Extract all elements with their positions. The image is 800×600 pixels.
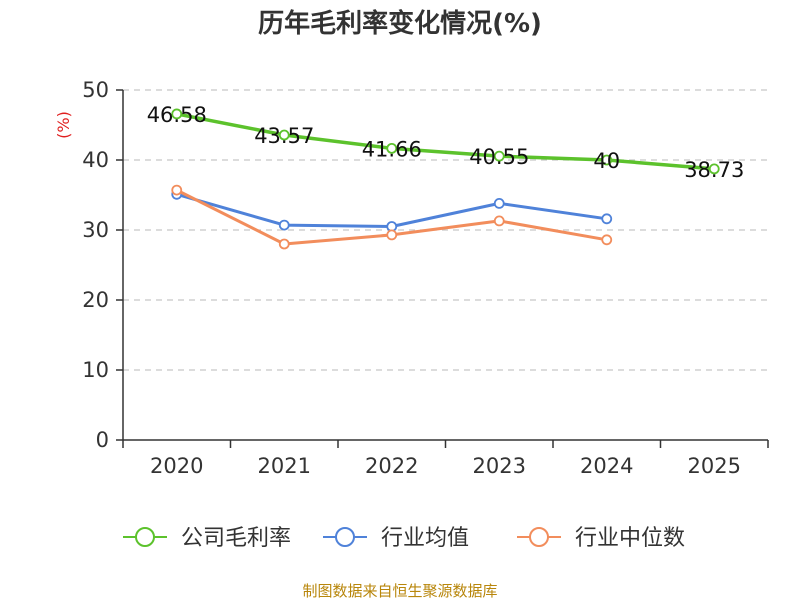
legend-marker-1 <box>335 527 355 547</box>
series-1-point-2024 <box>601 213 613 225</box>
series-2-point-2021 <box>278 238 290 250</box>
x-tick-label-2020: 2020 <box>150 454 203 478</box>
x-tick-label-2025: 2025 <box>688 454 741 478</box>
data-label-2022: 41.66 <box>362 137 422 161</box>
series-2-point-2024 <box>601 234 613 246</box>
series-1-point-2021 <box>278 219 290 231</box>
legend-marker-2 <box>529 527 549 547</box>
legend-label-0: 公司毛利率 <box>181 526 291 551</box>
grid-layer <box>123 89 768 371</box>
legend-label-1: 行业均值 <box>381 526 469 551</box>
axis-layer: 0 10 20 30 40 50 2020 2021 2022 2023 2024 2025 <box>82 78 769 478</box>
data-label-2021: 43.57 <box>254 124 314 148</box>
series-1-point-2023 <box>493 197 505 209</box>
chart-title: 历年毛利率变化情况(%) <box>258 8 542 39</box>
y-tick-label-20: 20 <box>82 288 109 312</box>
series-2-point-2023 <box>493 215 505 227</box>
series-0-point-2025 <box>708 163 720 175</box>
legend: 公司毛利率 行业均值 行业中位数 <box>123 526 685 551</box>
y-axis-label: (%) <box>54 111 73 139</box>
series-0-point-2022 <box>386 142 398 154</box>
series-0-point-2021 <box>278 129 290 141</box>
data-label-layer: 46.58 43.57 41.66 40.55 40 38.73 <box>147 103 745 182</box>
series-0-point-2024 <box>601 154 613 166</box>
y-tick-label-10: 10 <box>82 358 109 382</box>
x-tick-label-2022: 2022 <box>365 454 418 478</box>
legend-label-2: 行业中位数 <box>575 526 685 551</box>
series-layer <box>171 108 720 250</box>
source-note: 制图数据来自恒生聚源数据库 <box>302 582 497 600</box>
data-label-2023: 40.55 <box>469 145 529 169</box>
series-line-0 <box>175 112 716 171</box>
x-tick-label-2021: 2021 <box>258 454 311 478</box>
data-label-2020: 46.58 <box>147 103 207 127</box>
series-2-point-2022 <box>386 229 398 241</box>
series-0-point-2023 <box>493 150 505 162</box>
data-label-2024: 40 <box>593 149 620 173</box>
y-tick-label-40: 40 <box>82 148 109 172</box>
y-tick-label-50: 50 <box>82 78 109 102</box>
data-label-2025: 38.73 <box>684 158 744 182</box>
series-2-point-2020 <box>171 184 183 196</box>
y-tick-label-30: 30 <box>82 218 109 242</box>
x-tick-label-2023: 2023 <box>473 454 526 478</box>
x-tick-label-2024: 2024 <box>580 454 633 478</box>
y-tick-label-0: 0 <box>96 428 109 452</box>
legend-marker-0 <box>135 527 155 547</box>
series-0-point-2020 <box>171 108 183 120</box>
